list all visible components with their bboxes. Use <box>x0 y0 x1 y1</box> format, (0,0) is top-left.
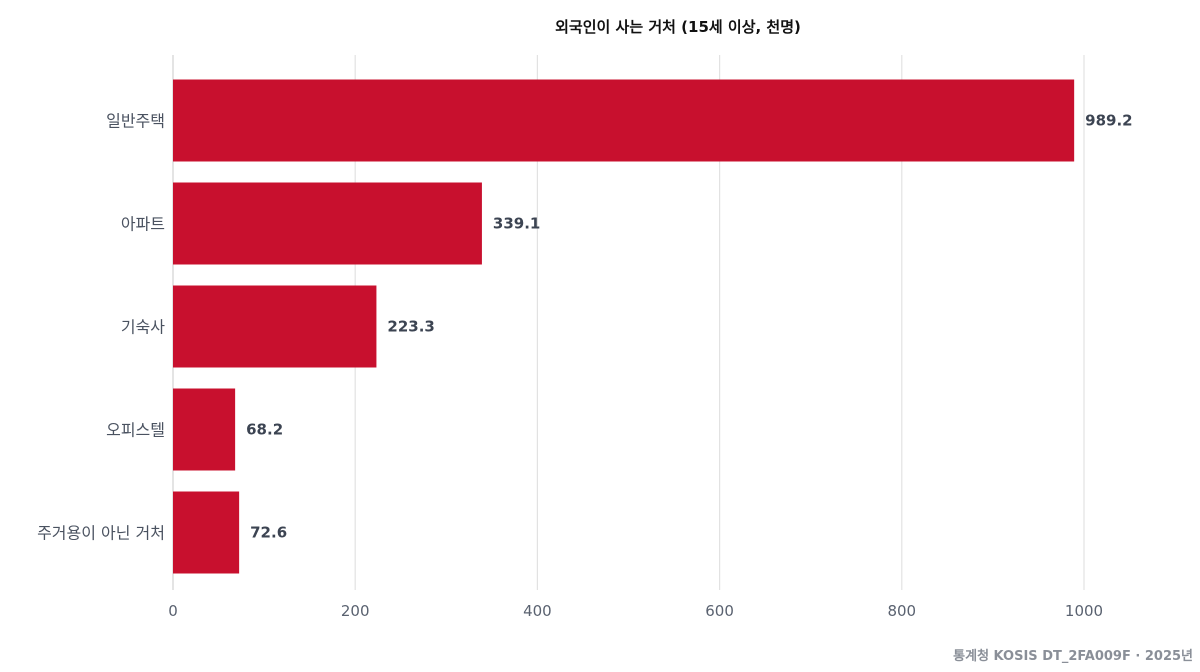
category-label-0: 일반주택 <box>106 112 165 131</box>
value-label-4: 72.6 <box>250 524 287 542</box>
value-label-2: 223.3 <box>387 318 434 336</box>
bar-3 <box>173 388 236 471</box>
value-label-0: 989.2 <box>1085 112 1132 130</box>
x-tick-label-200: 200 <box>341 602 370 620</box>
category-label-4: 주거용이 아닌 거처 <box>37 524 165 543</box>
bar-0 <box>173 79 1075 162</box>
x-tick-label-800: 800 <box>887 602 916 620</box>
bar-layer <box>173 79 1075 574</box>
x-tick-label-600: 600 <box>705 602 734 620</box>
category-label-1: 아파트 <box>121 215 165 234</box>
category-label-2: 기숙사 <box>121 318 165 337</box>
value-label-1: 339.1 <box>493 215 540 233</box>
x-tick-label-1000: 1000 <box>1065 602 1103 620</box>
chart-title: 외국인이 사는 거처 (15세 이상, 천명) <box>555 18 801 36</box>
source-note: 통계청 KOSIS DT_2FA009F · 2025년 <box>953 648 1193 664</box>
category-label-3: 오피스텔 <box>106 421 165 440</box>
x-tick-label-0: 0 <box>168 602 178 620</box>
value-label-3: 68.2 <box>246 421 283 439</box>
bar-2 <box>173 285 377 368</box>
bar-1 <box>173 182 482 265</box>
label-layer: 0 200 400 600 800 1000 일반주택 989.2 아파트 339.1 기숙사 223… <box>37 112 1133 621</box>
bar-4 <box>173 491 240 574</box>
x-tick-label-400: 400 <box>523 602 552 620</box>
